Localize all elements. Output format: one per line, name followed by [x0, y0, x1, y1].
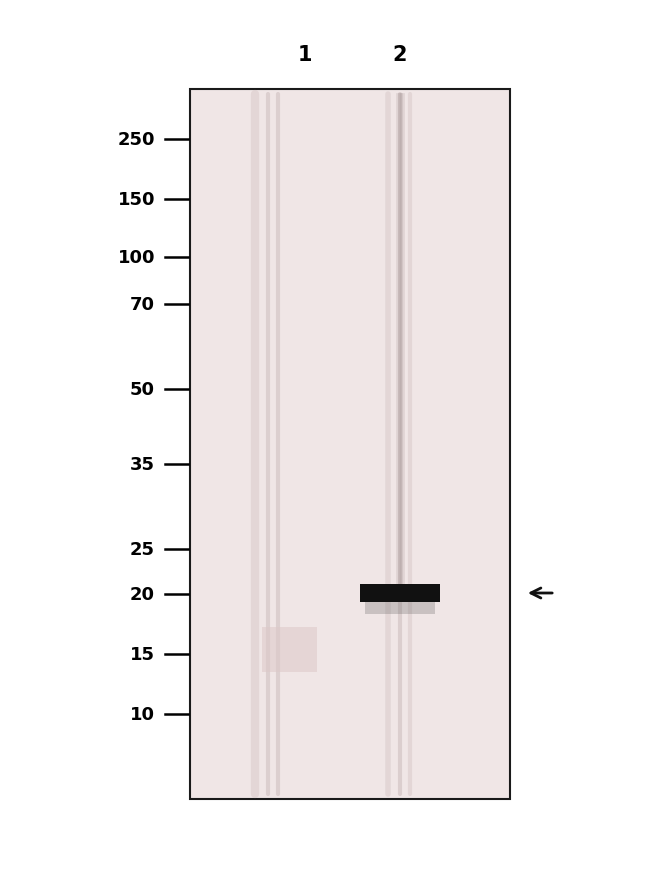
Bar [262, 627, 317, 673]
Text: 35: 35 [130, 455, 155, 474]
Text: 10: 10 [130, 705, 155, 723]
Text: 15: 15 [130, 646, 155, 663]
Bar [190, 90, 510, 799]
Bar [360, 584, 440, 602]
Text: 25: 25 [130, 541, 155, 559]
Text: 50: 50 [130, 381, 155, 399]
Text: 70: 70 [130, 295, 155, 314]
Bar [365, 602, 435, 614]
Text: 150: 150 [118, 191, 155, 209]
Text: 100: 100 [118, 249, 155, 267]
Text: 20: 20 [130, 586, 155, 603]
Text: 1: 1 [298, 45, 312, 65]
Text: 250: 250 [118, 131, 155, 149]
Text: 2: 2 [393, 45, 408, 65]
